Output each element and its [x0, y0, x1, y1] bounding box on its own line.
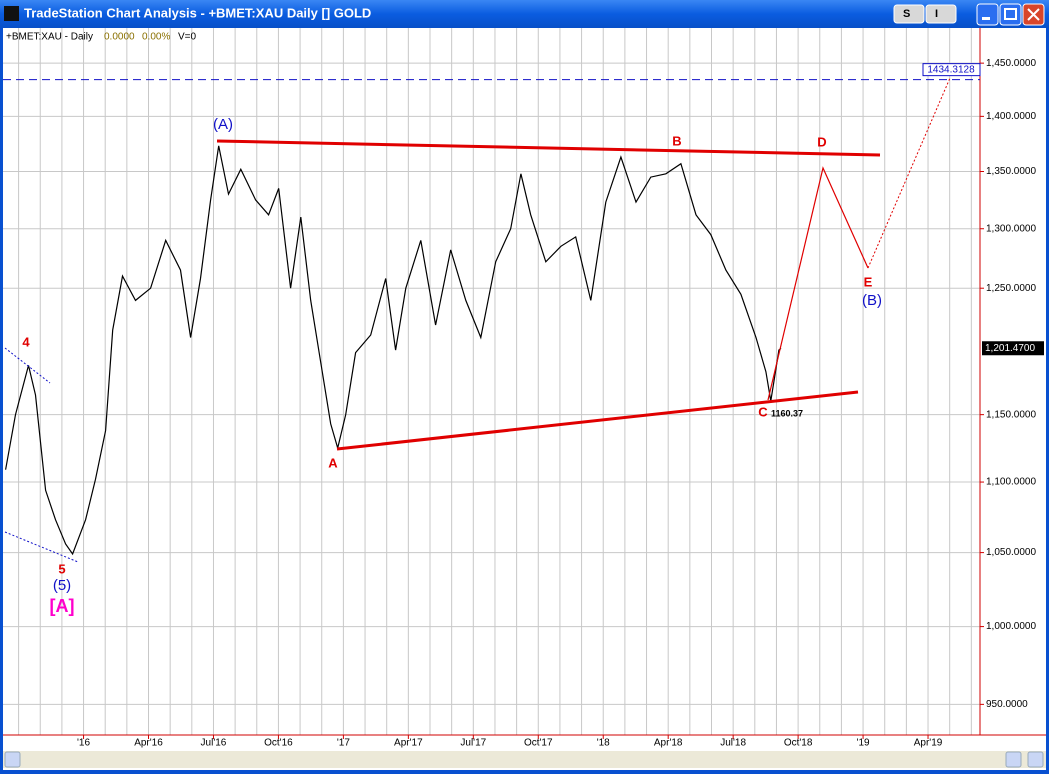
scroll-thumb[interactable] — [1005, 751, 1022, 768]
drawings — [4, 77, 951, 563]
window-title: TradeStation Chart Analysis - +BMET:XAU … — [24, 5, 371, 20]
y-tick-label: 1,100.0000 — [986, 477, 1036, 488]
x-tick-label: Jul'18 — [720, 738, 746, 749]
x-tick-label: Jul'17 — [460, 738, 486, 749]
wave-label: (A) — [213, 116, 233, 133]
low-label: 1160.37 — [771, 408, 803, 418]
wave-label: 5 — [58, 561, 65, 576]
wave-label: E — [864, 274, 873, 289]
wave-label: [A] — [50, 596, 75, 616]
chart-panel — [3, 28, 1046, 770]
x-tick-label: Oct'16 — [264, 738, 293, 749]
x-tick-label: Apr'19 — [914, 738, 943, 749]
lower-trendline — [336, 390, 859, 451]
price-line — [5, 145, 782, 556]
scroll-right[interactable] — [1027, 751, 1044, 768]
s-button[interactable] — [893, 4, 925, 24]
y-tick-label: 1,400.0000 — [986, 111, 1036, 122]
x-tick-label: Oct'17 — [524, 738, 553, 749]
x-tick-label: Apr'16 — [134, 738, 163, 749]
x-tick-label: Apr'17 — [394, 738, 423, 749]
plot — [3, 79, 980, 556]
y-tick-label: 1,150.0000 — [986, 409, 1036, 420]
wave-label: A — [328, 455, 338, 470]
wave-label: B — [672, 133, 681, 148]
y-tick-label: 1,350.0000 — [986, 166, 1036, 177]
y-tick-label: 1,000.0000 — [986, 621, 1036, 632]
channel-lower — [4, 531, 79, 563]
y-tick-label: 1,450.0000 — [986, 58, 1036, 69]
minimize-button[interactable] — [976, 3, 999, 26]
change: 0.0000 — [104, 32, 135, 43]
y-tick-label: 1,050.0000 — [986, 547, 1036, 558]
y-tick-label: 1,300.0000 — [986, 223, 1036, 234]
y-tick-label: 1,250.0000 — [986, 283, 1036, 294]
maximize-icon — [1004, 8, 1017, 20]
close-icon — [1027, 8, 1040, 21]
last-price-box — [982, 341, 1044, 356]
y-tick-label: 950.0000 — [986, 699, 1028, 710]
scroll-left[interactable] — [4, 751, 21, 768]
channel-upper — [4, 347, 51, 384]
wave-projection-dotted — [867, 77, 951, 269]
volume: V=0 — [178, 32, 197, 43]
x-tick-label: Oct'18 — [784, 738, 813, 749]
x-tick-label: '17 — [337, 738, 350, 749]
i-button-label: I — [935, 8, 938, 20]
wave-labels: 4 5 (5) [A] (A) A B C 1160.37 D E (B) — [22, 116, 882, 616]
grid — [3, 28, 984, 739]
change-pct: 0.00% — [142, 32, 170, 43]
x-tick-label: Jul'16 — [201, 738, 227, 749]
last-price-label: 1,201.4700 — [985, 343, 1035, 354]
wave-label: (B) — [862, 292, 882, 309]
i-button[interactable] — [925, 4, 957, 24]
symbol: +BMET:XAU - Daily — [6, 32, 93, 43]
toolbar-buttons: S I — [893, 3, 1045, 26]
wave-label: D — [817, 134, 826, 149]
scrollbar — [3, 751, 1046, 768]
scrollbar-track[interactable] — [3, 751, 1046, 768]
wave-label: 4 — [22, 334, 30, 349]
x-tick-label: Apr'18 — [654, 738, 683, 749]
x-tick-label: '18 — [597, 738, 610, 749]
wave-label: (5) — [53, 577, 71, 594]
app-icon — [4, 6, 19, 21]
wave-projection — [767, 166, 869, 401]
maximize-button[interactable] — [999, 3, 1022, 26]
x-tick-label: '19 — [857, 738, 870, 749]
s-button-label: S — [903, 8, 910, 20]
wave-label: C — [758, 404, 768, 419]
target-label-box — [922, 63, 981, 77]
minimize-icon — [982, 17, 990, 20]
target-label: 1434.3128 — [927, 64, 975, 75]
chart-header: +BMET:XAU - Daily 0.0000 0.00% V=0 — [6, 32, 197, 43]
title-bar — [0, 0, 1049, 28]
x-tick-label: '16 — [77, 738, 90, 749]
upper-trendline — [216, 139, 881, 157]
